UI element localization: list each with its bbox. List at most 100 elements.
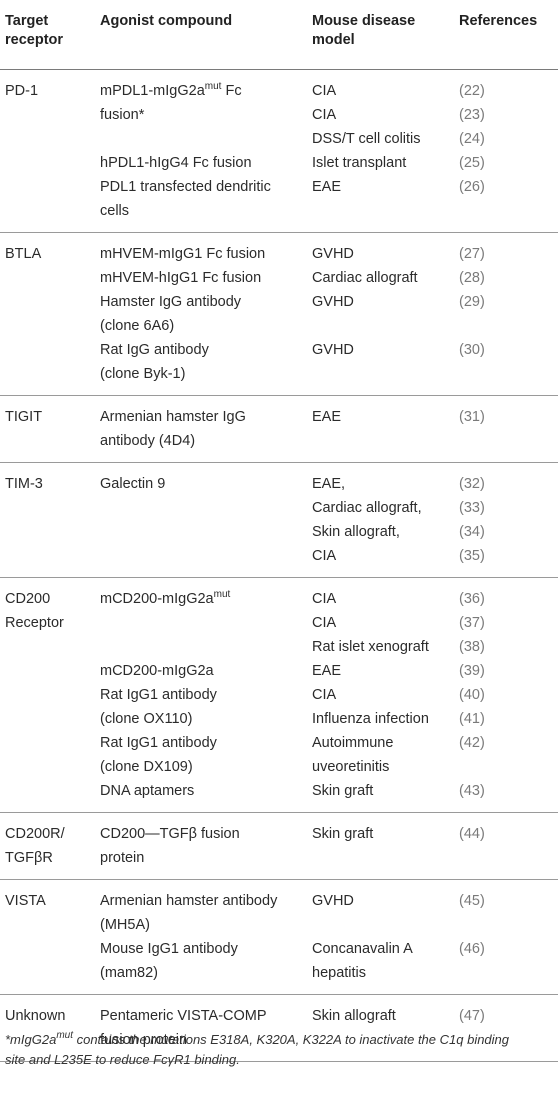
- model-line: Concanavalin A: [312, 941, 413, 957]
- receptor-line: TIGIT: [5, 409, 43, 425]
- model-line: Cardiac allograft,: [312, 500, 422, 516]
- receptor-group: CD200R/TGFβR CD200—TGFβ fusion protein Skin…: [0, 813, 558, 880]
- model-line: hepatitis: [312, 965, 367, 981]
- reference-link[interactable]: (45): [459, 893, 485, 909]
- model-line: EAE: [312, 409, 342, 425]
- model-line: EAE: [312, 179, 342, 195]
- reference-link[interactable]: (43): [459, 783, 485, 799]
- receptor-line: PD-1: [5, 83, 39, 99]
- agonist-line: (clone Byk-1): [100, 366, 186, 382]
- receptor-line: CD200R/: [5, 826, 65, 842]
- reference-link[interactable]: (23): [459, 107, 485, 123]
- model-line: Autoimmune: [312, 735, 394, 751]
- agonist-compound: Armenian hamster antibody (MH5A): [100, 889, 277, 937]
- model-line: CIA: [312, 107, 337, 123]
- agonist-line: mCD200-mIgG2a: [100, 663, 214, 679]
- reference-link[interactable]: (34): [459, 524, 485, 540]
- model-line: Influenza infection: [312, 711, 429, 727]
- disease-model: Skin graft: [312, 779, 373, 803]
- agonist-line: protein: [100, 850, 145, 866]
- reference-link[interactable]: (42): [459, 735, 485, 751]
- reference-link[interactable]: (30): [459, 342, 485, 358]
- reference-cell: (44): [459, 822, 485, 846]
- disease-model: Concanavalin A hepatitis: [312, 937, 413, 985]
- agonist-line: CD200—TGFβ fusion: [100, 826, 240, 842]
- reference-link[interactable]: (41): [459, 711, 485, 727]
- agonist-compound: Armenian hamster IgG antibody (4D4): [100, 405, 246, 453]
- agonist-line: PDL1 transfected dendritic: [100, 179, 271, 195]
- disease-model: CIA CIA Rat islet xenograft: [312, 587, 429, 659]
- disease-model: CIA Influenza infection: [312, 683, 429, 731]
- reference-link[interactable]: (44): [459, 826, 485, 842]
- agonist-line: mHVEM-mIgG1 Fc fusion: [100, 246, 266, 262]
- model-line: Skin allograft: [312, 1008, 396, 1024]
- model-line: DSS/T cell colitis: [312, 131, 421, 147]
- model-line: GVHD: [312, 246, 354, 262]
- disease-model: GVHD: [312, 242, 354, 266]
- reference-link[interactable]: (31): [459, 409, 485, 425]
- reference-link[interactable]: (36): [459, 591, 485, 607]
- agonist-line: Pentameric VISTA-COMP: [100, 1008, 267, 1024]
- reference-link[interactable]: (37): [459, 615, 485, 631]
- footnote-superscript: mut: [56, 1030, 73, 1041]
- agonist-line: mHVEM-hIgG1 Fc fusion: [100, 270, 262, 286]
- reference-link[interactable]: (26): [459, 179, 485, 195]
- reference-link[interactable]: (22): [459, 83, 485, 99]
- agonist-line: Hamster IgG antibody: [100, 294, 242, 310]
- agonist-line: (mam82): [100, 965, 159, 981]
- header-references: References: [459, 13, 538, 29]
- reference-cell: (39): [459, 659, 485, 683]
- receptor-group: TIGIT Armenian hamster IgG antibody (4D4) E…: [0, 396, 558, 463]
- reference-link[interactable]: (40): [459, 687, 485, 703]
- reference-cell: (43): [459, 779, 485, 803]
- agonist-compound: Hamster IgG antibody (clone 6A6): [100, 290, 241, 338]
- reference-cell: (32) (33) (34) (35): [459, 472, 485, 568]
- model-line: EAE,: [312, 476, 346, 492]
- agonist-line: Mouse IgG1 antibody: [100, 941, 238, 957]
- disease-model: CIA CIA DSS/T cell colitis: [312, 79, 421, 151]
- reference-link[interactable]: (28): [459, 270, 485, 286]
- model-line: Skin allograft,: [312, 524, 400, 540]
- receptor-name: CD200 Receptor: [5, 587, 64, 635]
- agonist-compound: mCD200-mIgG2a: [100, 659, 214, 683]
- reference-link[interactable]: (39): [459, 663, 485, 679]
- reference-link[interactable]: (46): [459, 941, 485, 957]
- reference-link[interactable]: (25): [459, 155, 485, 171]
- reference-link[interactable]: (35): [459, 548, 485, 564]
- reference-cell: (27): [459, 242, 485, 266]
- receptor-name: VISTA: [5, 889, 46, 913]
- receptor-line: Receptor: [5, 615, 64, 631]
- header-target-line1: Target: [5, 13, 49, 29]
- reference-link[interactable]: (38): [459, 639, 485, 655]
- receptor-line: VISTA: [5, 893, 46, 909]
- header-model-line1: Mouse disease: [312, 13, 416, 29]
- reference-link[interactable]: (32): [459, 476, 485, 492]
- model-line: uveoretinitis: [312, 759, 390, 775]
- receptor-name: TIGIT: [5, 405, 42, 429]
- reference-link[interactable]: (33): [459, 500, 485, 516]
- agonist-line: cells: [100, 203, 130, 219]
- agonist-line: (clone DX109): [100, 759, 193, 775]
- agonist-line: Galectin 9: [100, 476, 166, 492]
- agonist-compound: DNA aptamers: [100, 779, 194, 803]
- agonist-compound: mHVEM-hIgG1 Fc fusion: [100, 266, 261, 290]
- reference-cell: (29): [459, 290, 485, 314]
- reference-link[interactable]: (47): [459, 1008, 485, 1024]
- agonist-compound: Pentameric VISTA-COMP fusion protein: [100, 1004, 267, 1052]
- reference-link[interactable]: (29): [459, 294, 485, 310]
- model-line: CIA: [312, 687, 337, 703]
- model-line: Skin graft: [312, 783, 374, 799]
- disease-model: GVHD: [312, 290, 354, 314]
- reference-cell: (45): [459, 889, 485, 913]
- header-agonist: Agonist compound: [100, 13, 233, 29]
- reference-cell: (25): [459, 151, 485, 175]
- reference-link[interactable]: (24): [459, 131, 485, 147]
- agonist-line: (clone OX110): [100, 711, 193, 727]
- model-line: GVHD: [312, 893, 354, 909]
- reference-link[interactable]: (27): [459, 246, 485, 262]
- receptor-line: TIM-3: [5, 476, 43, 492]
- agonist-compound: Mouse IgG1 antibody (mam82): [100, 937, 238, 985]
- disease-model: EAE: [312, 175, 341, 199]
- footnote-text: *mIgG2a: [5, 1032, 57, 1047]
- model-line: GVHD: [312, 342, 354, 358]
